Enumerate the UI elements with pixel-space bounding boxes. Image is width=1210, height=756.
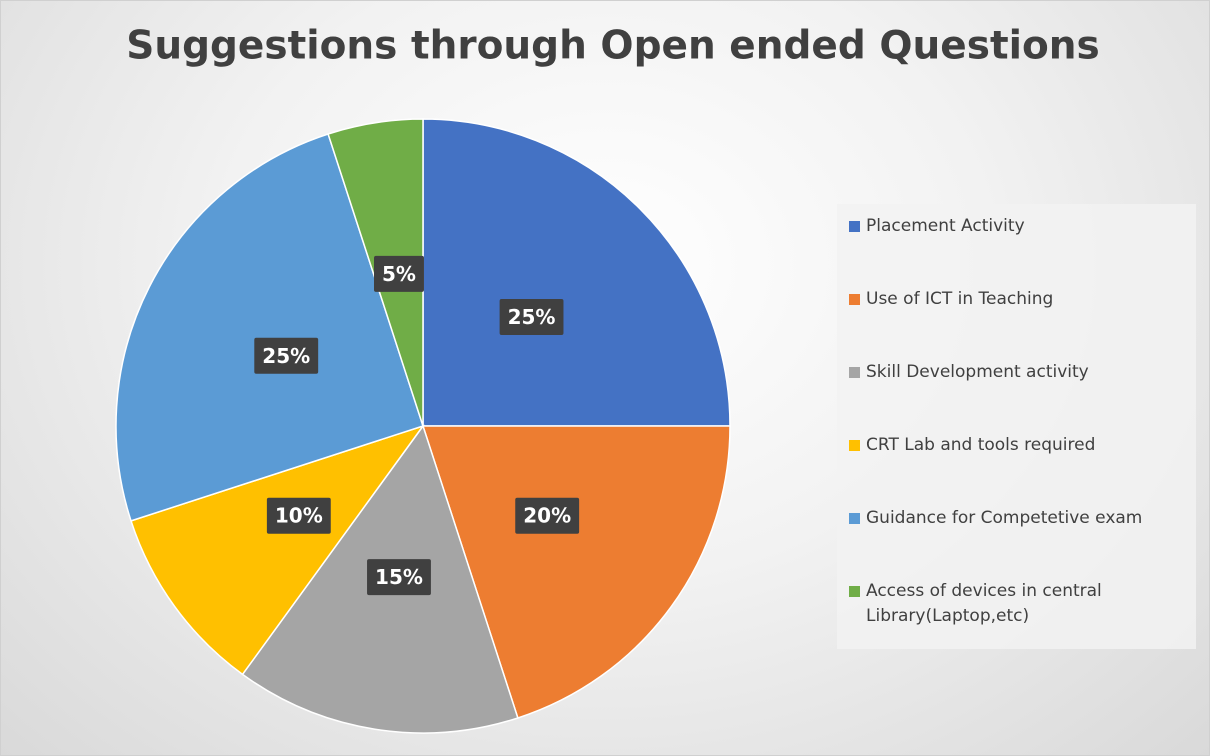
legend-item: Placement Activity	[849, 214, 1196, 287]
legend-label: Guidance for Competetive exam	[866, 508, 1143, 528]
data-label: 25%	[254, 337, 319, 374]
data-label: 10%	[266, 497, 331, 534]
data-label-text: 10%	[275, 504, 323, 528]
chart-title: Suggestions through Open ended Questions	[126, 24, 1099, 69]
data-label-text: 5%	[382, 262, 416, 286]
data-label-text: 15%	[375, 565, 423, 589]
legend-swatch	[849, 586, 860, 597]
legend-item: Skill Development activity	[849, 360, 1196, 433]
data-label-text: 25%	[262, 344, 310, 368]
legend: Placement Activity Use of ICT in Teaching…	[837, 204, 1196, 649]
legend-label: Access of devices in central Library(Lap…	[866, 581, 1102, 626]
legend-swatch	[849, 221, 860, 232]
data-label: 15%	[367, 559, 431, 596]
legend-swatch	[849, 513, 860, 524]
legend-swatch	[849, 440, 860, 451]
data-label-box	[367, 559, 431, 596]
legend-swatch	[849, 294, 860, 305]
pie-slice	[421, 425, 731, 719]
data-label: 25%	[499, 298, 564, 335]
legend-label: Placement Activity	[866, 216, 1025, 236]
legend-item: CRT Lab and tools required	[849, 433, 1196, 506]
data-label-box	[515, 497, 580, 534]
legend-swatch	[849, 367, 860, 378]
legend-item: Guidance for Competetive exam	[849, 506, 1196, 579]
data-label-box	[374, 255, 424, 292]
data-label: 5%	[374, 255, 424, 292]
pie-slice	[130, 424, 425, 676]
data-label-box	[266, 497, 331, 534]
data-label-text: 20%	[523, 504, 571, 528]
legend-label: Use of ICT in Teaching	[866, 289, 1054, 309]
legend-item: Use of ICT in Teaching	[849, 287, 1196, 360]
legend-item: Access of devices in central Library(Lap…	[849, 579, 1196, 652]
legend-label: Skill Development activity	[866, 362, 1089, 382]
data-label-text: 25%	[508, 305, 556, 329]
data-label: 20%	[515, 497, 580, 534]
data-label-box	[499, 298, 564, 335]
legend-label: CRT Lab and tools required	[866, 435, 1096, 455]
data-label-box	[254, 337, 319, 374]
pie-slice	[422, 118, 731, 427]
pie-slice	[115, 133, 424, 522]
